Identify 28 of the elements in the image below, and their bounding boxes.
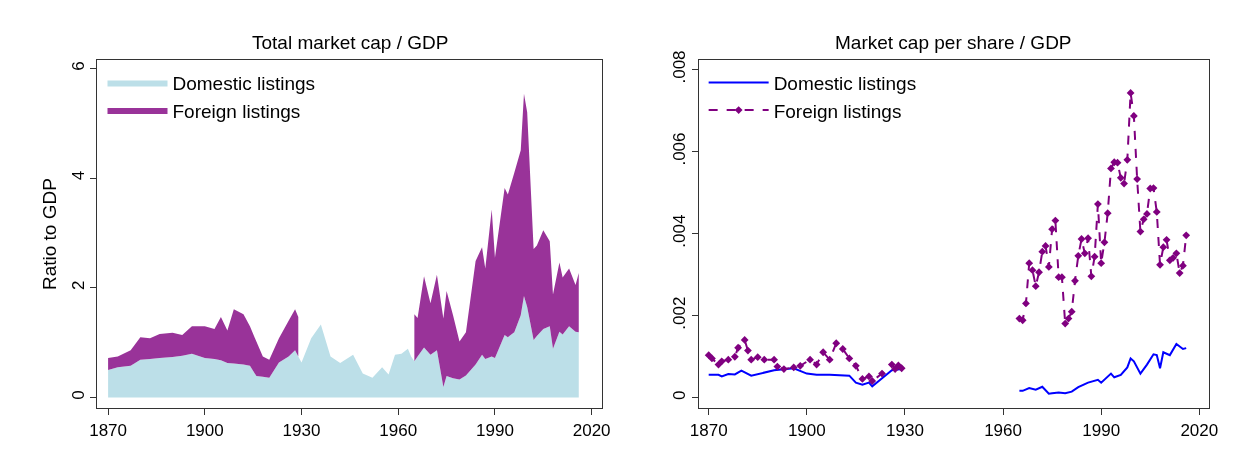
legend-label: Foreign listings [773, 100, 902, 122]
x-tick-label: 1900 [185, 420, 224, 440]
x-tick-label: 1930 [282, 420, 321, 440]
x-tick-label: 1870 [689, 420, 728, 440]
x-tick-label: 1990 [1082, 420, 1121, 440]
y-tick-label: 2 [68, 280, 88, 290]
x-tick-label: 1930 [886, 420, 924, 440]
y-tick-label: 6 [68, 61, 88, 71]
y-tick-label: .004 [669, 214, 689, 248]
y-axis-title: Ratio to GDP [39, 178, 61, 291]
y-tick-label: 4 [68, 170, 88, 181]
x-tick-label: 1960 [379, 420, 418, 440]
chart-title: Market cap per share / GDP [835, 32, 1072, 53]
chart-title: Total market cap / GDP [252, 32, 449, 53]
x-tick-label: 1990 [476, 420, 514, 440]
y-tick-label: .006 [669, 132, 689, 166]
x-tick-label: 2020 [572, 420, 611, 440]
y-tick-label: .002 [669, 296, 689, 330]
x-tick-label: 1900 [787, 420, 826, 440]
y-tick-label: .008 [669, 50, 689, 84]
legend-label: Foreign listings [172, 100, 301, 122]
legend-label: Domestic listings [773, 72, 917, 94]
y-tick-label: 0 [669, 390, 689, 400]
x-tick-label: 2020 [1180, 420, 1219, 440]
x-tick-label: 1960 [984, 420, 1022, 440]
legend-label: Domestic listings [172, 72, 316, 94]
x-tick-label: 1870 [89, 420, 128, 440]
y-tick-label: 0 [68, 390, 88, 400]
